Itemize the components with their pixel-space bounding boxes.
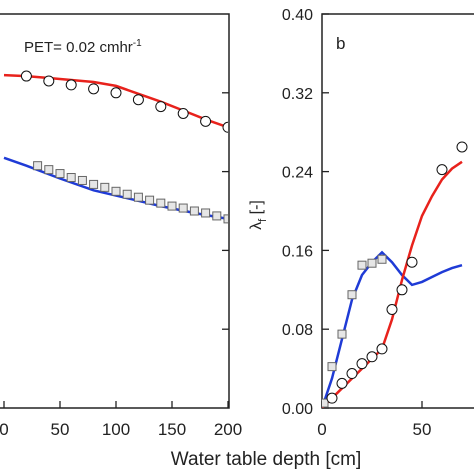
panel-a-square-marker [212, 211, 222, 221]
panel-a-square-marker [100, 182, 110, 192]
panel-a-square-marker [122, 189, 132, 199]
panel-a-circle-marker [222, 121, 228, 133]
panel-b-y-tick-label: 0.08 [282, 322, 313, 339]
panel-b-circle-marker [326, 392, 338, 404]
panel-a-circle-marker [43, 75, 55, 87]
panel-a-square-marker [66, 173, 76, 183]
panel-a-x-tick-label: 100 [102, 420, 130, 439]
panel-b-circle-marker [346, 368, 358, 380]
panel-a-square-marker [44, 165, 54, 175]
panel-a-circle-marker [110, 87, 122, 99]
panel-a-square-marker [77, 175, 87, 185]
panel-a-square-marker [178, 203, 188, 213]
panel-a-square-marker [133, 192, 143, 202]
panel-a-x-ticks: 200 150 100 50 0 [0, 92, 242, 439]
panel-b-y-tick-label: 0.00 [282, 401, 313, 418]
panel-a-circle-marker [65, 79, 77, 91]
panel-a: 200 150 100 50 0 PET= 0.02 cmhr-1 [0, 13, 242, 439]
panel-b: 0.00 0.08 0.16 0.24 0.32 0.40 0 50 b λf [-] [248, 7, 474, 439]
panel-b-square-marker [377, 254, 387, 264]
panel-a-square-marker [55, 169, 65, 179]
panel-b-y-tick-label: 0.32 [282, 86, 313, 103]
panel-b-circle-marker [386, 304, 398, 315]
panel-a-square-marker [111, 186, 121, 196]
panel-a-x-tick-label: 50 [51, 420, 70, 439]
panel-a-frame [0, 13, 230, 409]
panel-b-circle-marker [376, 343, 388, 355]
panel-a-square-marker [33, 161, 43, 171]
panel-b-square-marker [322, 398, 329, 408]
panel-a-circle-marker [88, 83, 100, 95]
panel-b-square-marker [337, 329, 347, 339]
panel-a-square-marker [189, 206, 199, 216]
panel-b-y-tick-label: 0.40 [282, 7, 313, 24]
panel-b-axis-ticks: 0.00 0.08 0.16 0.24 0.32 0.40 0 50 [282, 7, 432, 439]
panel-a-circle-marker [132, 94, 144, 106]
panel-b-frame [321, 13, 474, 409]
panel-b-square-marker [367, 258, 377, 268]
panel-a-annotation: PET= 0.02 cmhr-1 [24, 38, 142, 56]
panel-a-square-marker [156, 198, 166, 208]
panel-a-circle-marker [155, 101, 167, 113]
panel-a-x-tick-label: 0 [0, 420, 9, 439]
panel-b-circle-marker [336, 377, 348, 389]
panel-a-square-marker [167, 201, 177, 211]
panel-a-circle-marker [20, 70, 32, 82]
panel-b-series-line [322, 160, 463, 408]
panel-a-x-tick-label: 200 [214, 420, 242, 439]
panel-b-square-marker [347, 290, 357, 300]
panel-b-letter: b [336, 34, 345, 53]
panel-b-series [322, 160, 463, 408]
panel-b-series-line [322, 250, 463, 408]
panel-b-circle-marker [436, 164, 448, 176]
panel-a-markers [20, 70, 228, 224]
panel-a-series-line [3, 156, 228, 221]
panel-b-y-axis-label: λf [-] [248, 200, 269, 230]
panel-a-series-line [3, 73, 228, 129]
panel-a-square-marker [89, 179, 99, 189]
panel-a-square-marker [223, 214, 228, 224]
panel-a-circle-marker [200, 115, 212, 127]
panel-b-circle-marker [366, 351, 378, 363]
panel-b-square-marker [357, 260, 367, 270]
panel-b-circle-marker [456, 141, 468, 153]
panel-b-y-tick-label: 0.24 [282, 165, 313, 182]
panel-a-square-marker [145, 195, 155, 205]
panel-b-x-tick-label: 0 [317, 420, 326, 439]
panel-a-circle-marker [177, 107, 189, 119]
panel-b-circle-marker [406, 256, 418, 268]
x-axis-label: Water table depth [cm] [171, 449, 361, 470]
panel-b-y-tick-label: 0.16 [282, 243, 313, 260]
panel-a-x-tick-label: 150 [158, 420, 186, 439]
panel-b-markers [322, 141, 468, 408]
panel-b-circle-marker [396, 284, 408, 296]
panel-b-circle-marker [356, 358, 368, 370]
panel-b-x-tick-label: 50 [413, 420, 432, 439]
panel-a-series [3, 73, 228, 221]
panel-b-square-marker [327, 362, 337, 372]
panel-a-square-marker [201, 208, 211, 218]
